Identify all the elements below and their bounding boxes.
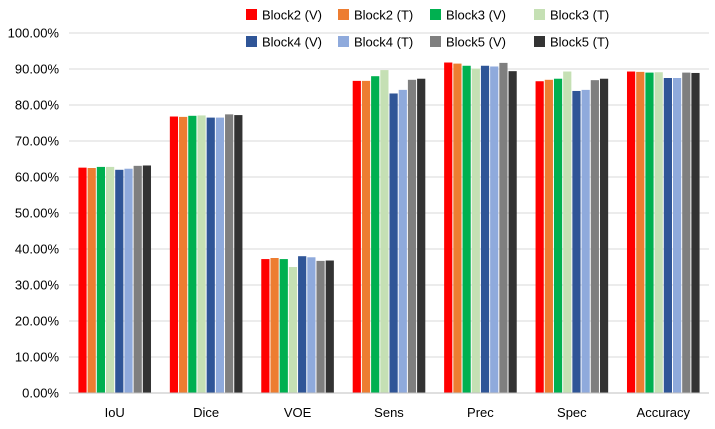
x-tick-label: Prec bbox=[467, 405, 494, 420]
bar bbox=[261, 259, 270, 393]
legend-swatch bbox=[430, 9, 441, 20]
grid-lines bbox=[69, 32, 709, 358]
bar bbox=[544, 79, 553, 394]
bar bbox=[417, 78, 426, 393]
bar bbox=[645, 72, 654, 393]
bar bbox=[581, 89, 590, 393]
bar bbox=[444, 62, 453, 394]
legend-label: Block5 (V) bbox=[446, 35, 506, 50]
y-tick-label: 90.00% bbox=[15, 62, 60, 77]
bar bbox=[87, 168, 96, 393]
bar bbox=[407, 79, 417, 394]
legend: Block2 (V) Block2 (T) Block3 (V) Block3 (T)… bbox=[246, 8, 609, 50]
bar bbox=[626, 71, 636, 394]
y-tick-label: 20.00% bbox=[15, 314, 60, 329]
bar bbox=[96, 166, 106, 393]
y-axis: 0.00% 10.00% 20.00% 30.00% 40.00% 50.00% 60.00… bbox=[8, 26, 60, 401]
bar bbox=[307, 257, 316, 393]
x-tick-label: Accuracy bbox=[637, 405, 691, 420]
bar bbox=[563, 71, 572, 394]
y-tick-label: 30.00% bbox=[15, 278, 60, 293]
bar bbox=[499, 62, 508, 393]
y-tick-label: 10.00% bbox=[15, 350, 60, 365]
bar bbox=[197, 115, 206, 393]
legend-label: Block3 (V) bbox=[446, 8, 506, 23]
bar bbox=[535, 81, 544, 394]
x-tick-label: IoU bbox=[105, 405, 125, 420]
x-tick-label: Sens bbox=[374, 405, 404, 420]
bar bbox=[663, 78, 672, 393]
bar bbox=[599, 78, 609, 393]
bar bbox=[471, 68, 480, 393]
legend-label: Block2 (V) bbox=[262, 8, 322, 23]
bar bbox=[325, 260, 334, 393]
y-tick-label: 0.00% bbox=[22, 386, 59, 401]
y-tick-label: 60.00% bbox=[15, 170, 60, 185]
bar bbox=[106, 166, 115, 393]
bar bbox=[215, 117, 225, 393]
bar bbox=[142, 165, 152, 393]
bar bbox=[133, 165, 142, 393]
y-tick-label: 40.00% bbox=[15, 242, 60, 257]
bar bbox=[179, 116, 188, 393]
bar bbox=[572, 90, 581, 394]
legend-swatch bbox=[534, 9, 545, 20]
bar bbox=[279, 259, 288, 393]
bar bbox=[480, 65, 490, 393]
x-tick-label: Dice bbox=[193, 405, 219, 420]
legend-label: Block3 (T) bbox=[550, 8, 609, 23]
bar bbox=[361, 80, 371, 393]
bar bbox=[691, 72, 700, 394]
bar bbox=[682, 72, 691, 393]
bar bbox=[115, 169, 124, 393]
y-tick-label: 100.00% bbox=[8, 26, 60, 41]
bar bbox=[225, 114, 234, 394]
bar bbox=[270, 258, 279, 393]
bar bbox=[553, 78, 563, 393]
bar bbox=[316, 260, 325, 393]
y-tick-label: 70.00% bbox=[15, 134, 60, 149]
bar bbox=[672, 78, 682, 393]
bar bbox=[78, 167, 87, 393]
bar bbox=[206, 117, 215, 393]
legend-swatch bbox=[338, 9, 349, 20]
legend-label: Block4 (T) bbox=[354, 35, 413, 50]
bar bbox=[124, 168, 133, 393]
bar bbox=[590, 80, 599, 393]
bar bbox=[298, 256, 307, 393]
legend-label: Block5 (T) bbox=[550, 35, 609, 50]
legend-swatch bbox=[246, 9, 257, 20]
legend-swatch bbox=[246, 36, 257, 47]
legend-label: Block4 (V) bbox=[262, 35, 322, 50]
bar bbox=[508, 71, 517, 393]
bar bbox=[398, 89, 407, 393]
bar bbox=[490, 66, 499, 393]
x-tick-label: VOE bbox=[284, 405, 312, 420]
bar bbox=[462, 65, 471, 393]
bars bbox=[78, 62, 700, 394]
legend-swatch bbox=[534, 36, 545, 47]
legend-swatch bbox=[430, 36, 441, 47]
legend-swatch bbox=[338, 36, 349, 47]
bar bbox=[371, 76, 380, 393]
bar bbox=[636, 71, 645, 393]
bar bbox=[654, 72, 663, 394]
y-tick-label: 80.00% bbox=[15, 98, 60, 113]
legend-label: Block2 (T) bbox=[354, 8, 413, 23]
bar bbox=[188, 115, 197, 394]
y-tick-label: 50.00% bbox=[15, 206, 60, 221]
bar bbox=[234, 115, 243, 393]
bar bbox=[389, 93, 398, 393]
x-tick-label: Spec bbox=[557, 405, 587, 420]
bar bbox=[288, 267, 298, 393]
x-axis: IoU Dice VOE Sens Prec Spec Accuracy bbox=[69, 392, 709, 420]
bar bbox=[352, 80, 361, 393]
bar bbox=[380, 70, 389, 393]
bar bbox=[169, 116, 179, 394]
bar bbox=[453, 63, 462, 393]
